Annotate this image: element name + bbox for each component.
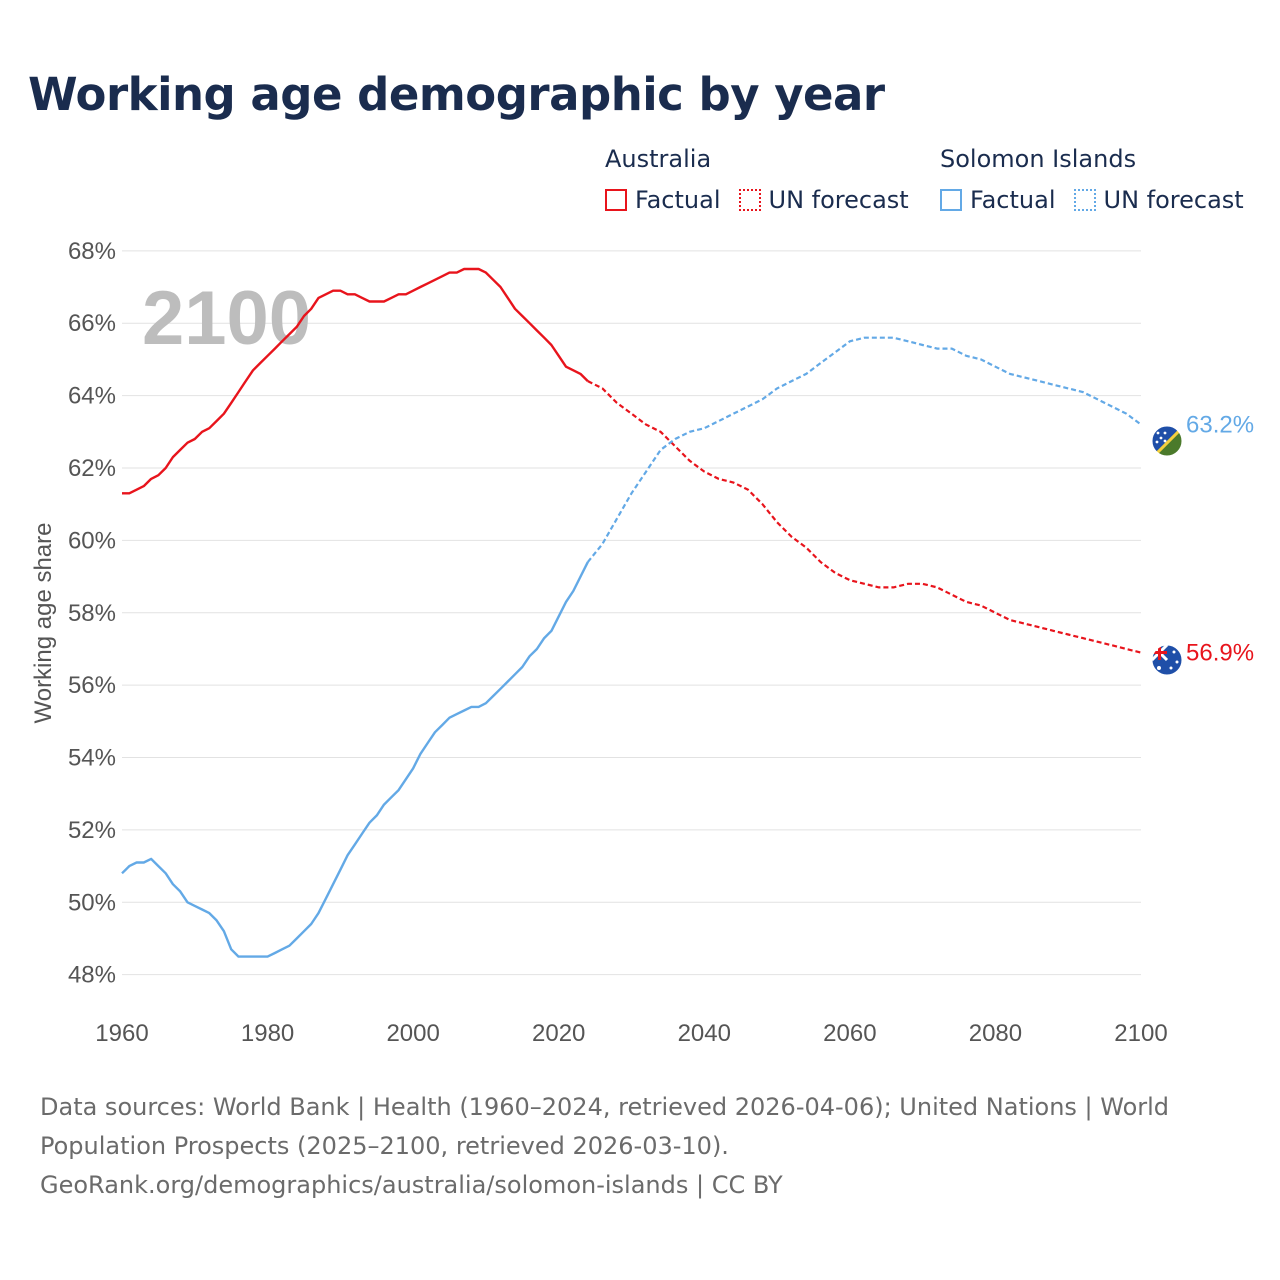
footer-sources: Data sources: World Bank | Health (1960–…: [40, 1093, 1170, 1160]
solomon-islands-flag-icon: [1151, 425, 1183, 457]
australia-factual-line: [122, 267, 589, 495]
year-watermark: 2100: [142, 276, 311, 361]
footer: Data sources: World Bank | Health (1960–…: [40, 1088, 1240, 1205]
y-tick-label: 56%: [68, 672, 116, 699]
x-tick-label: 2100: [1114, 1020, 1167, 1047]
solomon-islands-forecast-line: [586, 336, 1142, 563]
chart-title: Working age demographic by year: [28, 68, 885, 121]
x-tick-label: 2020: [532, 1020, 585, 1047]
y-tick-label: 52%: [68, 817, 116, 844]
legend-australia: Australia Factual UN forecast: [605, 144, 927, 214]
dotted-swatch-icon: [738, 189, 761, 211]
y-tick-label: 48%: [68, 962, 116, 989]
line-chart: 2100 48% 50% 52% 54% 56% 58% 60% 62% 64% 66% 68% 1…: [30, 238, 1254, 1047]
y-axis-ticks: 48% 50% 52% 54% 56% 58% 60% 62% 64% 66% 68%: [68, 238, 116, 989]
australia-forecast-line: [587, 380, 1142, 654]
solomon-islands-factual-line: [121, 561, 589, 958]
y-tick-label: 50%: [68, 889, 116, 916]
y-tick-label: 62%: [68, 455, 116, 482]
gridlines: [122, 250, 1141, 976]
legend-australia-forecast[interactable]: UN forecast: [738, 186, 909, 214]
x-tick-label: 2040: [678, 1020, 731, 1047]
legend-item-label: Factual: [970, 186, 1056, 214]
legend-solomon-factual[interactable]: Factual: [940, 186, 1056, 214]
australia-flag-icon: [1151, 644, 1183, 676]
x-tick-label: 2080: [969, 1020, 1022, 1047]
legend-group-name: Solomon Islands: [940, 145, 1137, 173]
y-tick-label: 66%: [68, 310, 116, 337]
y-tick-label: 64%: [68, 383, 116, 410]
legend-solomon-islands: Solomon Islands Factual UN forecast: [940, 144, 1262, 214]
end-labels: 56.9% 63.2%: [1186, 412, 1254, 667]
solid-swatch-icon: [940, 189, 962, 211]
legend-item-label: Factual: [635, 186, 721, 214]
legend-australia-factual[interactable]: Factual: [605, 186, 721, 214]
y-axis-label: Working age share: [30, 523, 57, 724]
y-tick-label: 54%: [68, 745, 116, 772]
dotted-swatch-icon: [1073, 189, 1096, 211]
x-tick-label: 2000: [386, 1020, 439, 1047]
solomon-islands-end-label: 63.2%: [1186, 412, 1254, 439]
x-tick-label: 1980: [241, 1020, 294, 1047]
y-tick-label: 58%: [68, 600, 116, 627]
y-tick-label: 68%: [68, 238, 116, 265]
y-tick-label: 60%: [68, 527, 116, 554]
solid-swatch-icon: [605, 189, 627, 211]
footer-link[interactable]: GeoRank.org/demographics/australia/solom…: [40, 1171, 783, 1199]
x-tick-label: 1960: [95, 1020, 148, 1047]
legend-group-name: Australia: [605, 145, 712, 173]
australia-end-label: 56.9%: [1186, 640, 1254, 667]
legend-item-label: UN forecast: [1103, 186, 1244, 214]
series-lines: [121, 267, 1142, 958]
x-axis-ticks: 1960 1980 2000 2020 2040 2060 2080 2100: [95, 1020, 1167, 1047]
legend-item-label: UN forecast: [768, 186, 909, 214]
x-tick-label: 2060: [823, 1020, 876, 1047]
legend-solomon-forecast[interactable]: UN forecast: [1073, 186, 1244, 214]
